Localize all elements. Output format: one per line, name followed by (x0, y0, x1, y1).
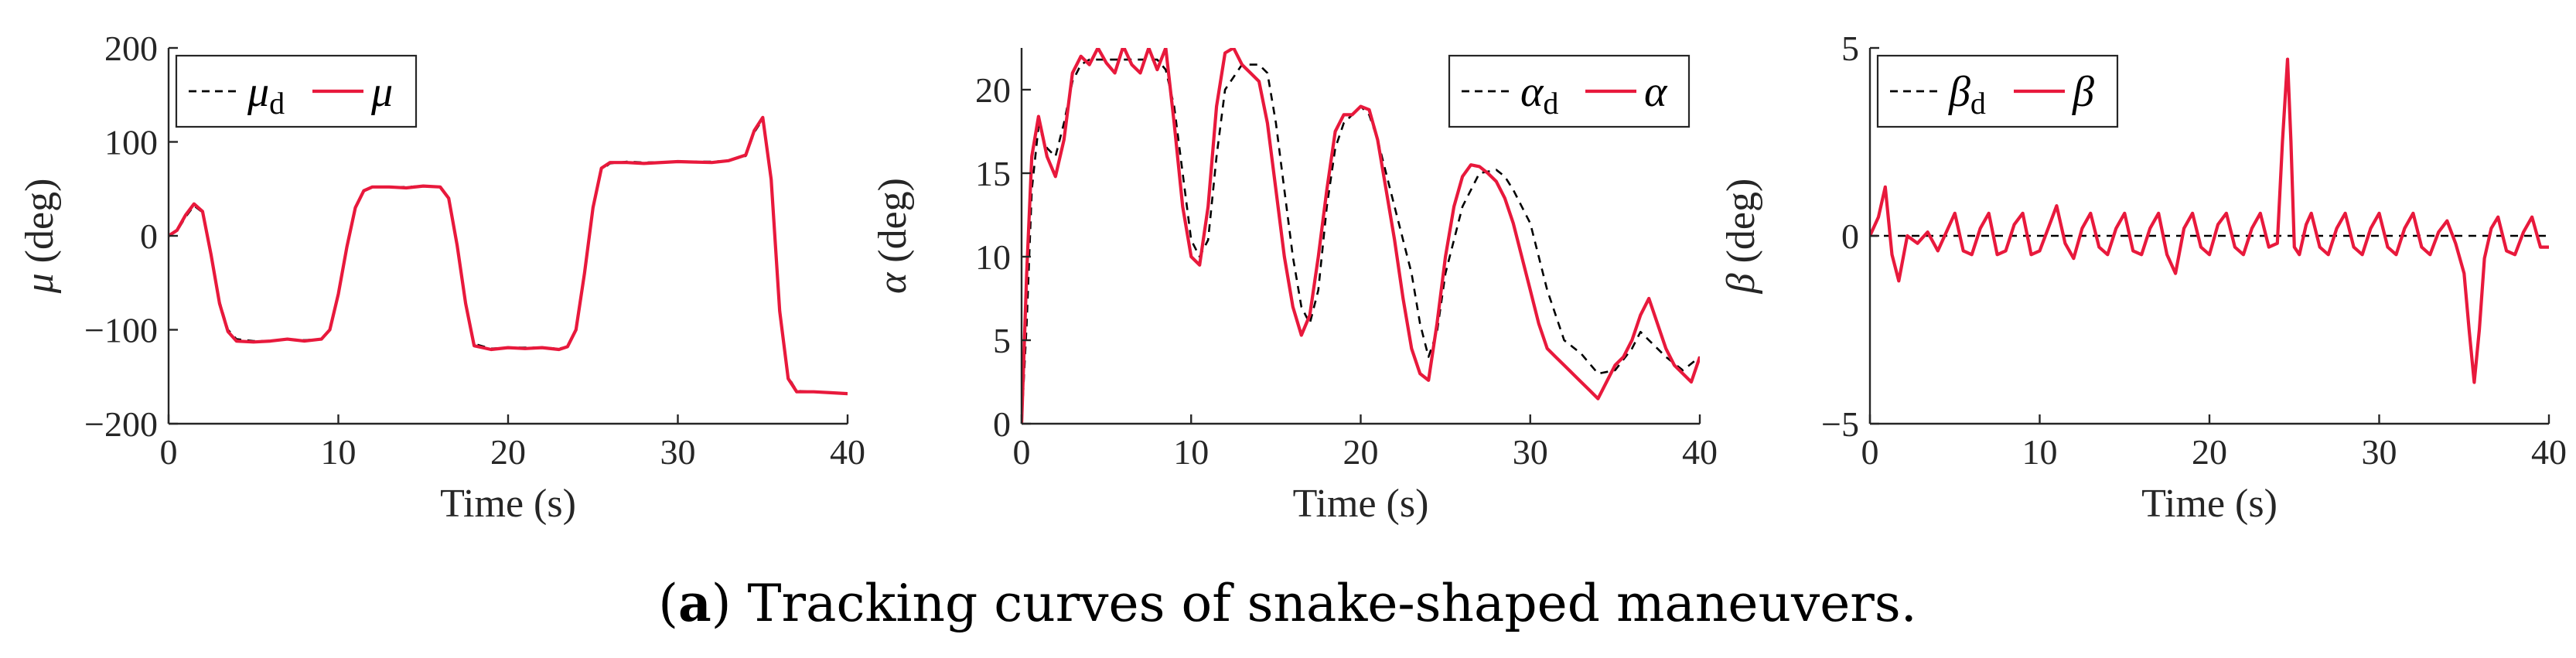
y-tick-label: 0 (1841, 216, 1859, 256)
legend-symbol: μ (247, 68, 269, 116)
x-tick-label: 10 (2022, 432, 2058, 472)
y-tick-label: 0 (993, 404, 1011, 444)
y-tick-label: 5 (1841, 29, 1859, 68)
x-tick-label: 0 (160, 432, 178, 472)
y-axis-title: β (deg) (1719, 179, 1763, 295)
x-tick-label: 30 (2362, 432, 2397, 472)
legend: βd β (1876, 54, 2119, 128)
legend-label: βd (1948, 68, 1986, 121)
x-axis-title: Time (s) (1293, 482, 1429, 526)
legend-symbol: β (2072, 68, 2094, 116)
legend: αd α (1448, 54, 1691, 128)
legend-subscript: d (1543, 86, 1558, 121)
y-tick-label: −5 (1821, 404, 1859, 444)
legend-label: μ (370, 68, 393, 116)
x-tick-label: 20 (1343, 432, 1379, 472)
series-line-actual (169, 115, 848, 396)
y-axis-symbol: α (871, 271, 915, 294)
caption-text: ) Tracking curves of snake-shaped maneuv… (711, 574, 1917, 633)
x-tick-label: 10 (1173, 432, 1209, 472)
y-axis-title: μ (deg) (18, 179, 62, 295)
x-tick-label: 20 (490, 432, 526, 472)
legend-label: μd (247, 68, 285, 121)
caption-open: ( (658, 574, 678, 633)
legend-subscript: d (269, 86, 285, 121)
x-tick-label: 20 (2192, 432, 2227, 472)
series-line-reference (1022, 58, 1700, 424)
x-tick-label: 30 (660, 432, 696, 472)
x-tick-label: 10 (321, 432, 357, 472)
series-line-actual (1870, 57, 2549, 384)
y-axis-symbol: β (1719, 273, 1763, 294)
x-tick-label: 40 (1682, 432, 1718, 472)
x-tick-label: 30 (1513, 432, 1548, 472)
x-tick-label: 40 (2531, 432, 2567, 472)
legend-symbol: α (1520, 68, 1544, 116)
figure-caption: (a) Tracking curves of snake-shaped mane… (658, 573, 1916, 633)
y-tick-label: 100 (104, 123, 158, 162)
x-tick-label: 0 (1013, 432, 1031, 472)
legend-subscript: d (1970, 86, 1986, 121)
y-axis-title: α (deg) (871, 178, 915, 294)
legend-label: α (1644, 68, 1668, 116)
series-line-reference (169, 118, 848, 395)
legend-label: αd (1520, 68, 1558, 121)
y-axis-symbol: μ (18, 273, 62, 294)
legend: μd μ (175, 54, 418, 128)
y-axis-unit: (deg) (18, 179, 62, 274)
y-tick-label: 200 (104, 29, 158, 68)
y-tick-label: −100 (84, 311, 158, 350)
y-tick-label: −200 (84, 404, 158, 444)
legend-symbol: β (1948, 68, 1970, 116)
y-tick-label: 5 (993, 321, 1011, 360)
y-tick-label: 15 (975, 154, 1011, 193)
y-tick-label: 20 (975, 70, 1011, 110)
y-tick-label: 10 (975, 237, 1011, 277)
series-line-actual (1022, 48, 1700, 424)
y-tick-label: 0 (140, 216, 158, 256)
caption-letter: a (678, 573, 711, 633)
y-axis-unit: (deg) (871, 178, 915, 273)
x-axis-title: Time (s) (440, 482, 576, 526)
legend-symbol: μ (370, 68, 393, 116)
x-axis-title: Time (s) (2141, 482, 2277, 526)
legend-label: β (2072, 68, 2094, 116)
legend-symbol: α (1644, 68, 1668, 116)
x-tick-label: 0 (1861, 432, 1879, 472)
x-tick-label: 40 (830, 432, 865, 472)
y-axis-unit: (deg) (1719, 179, 1763, 274)
